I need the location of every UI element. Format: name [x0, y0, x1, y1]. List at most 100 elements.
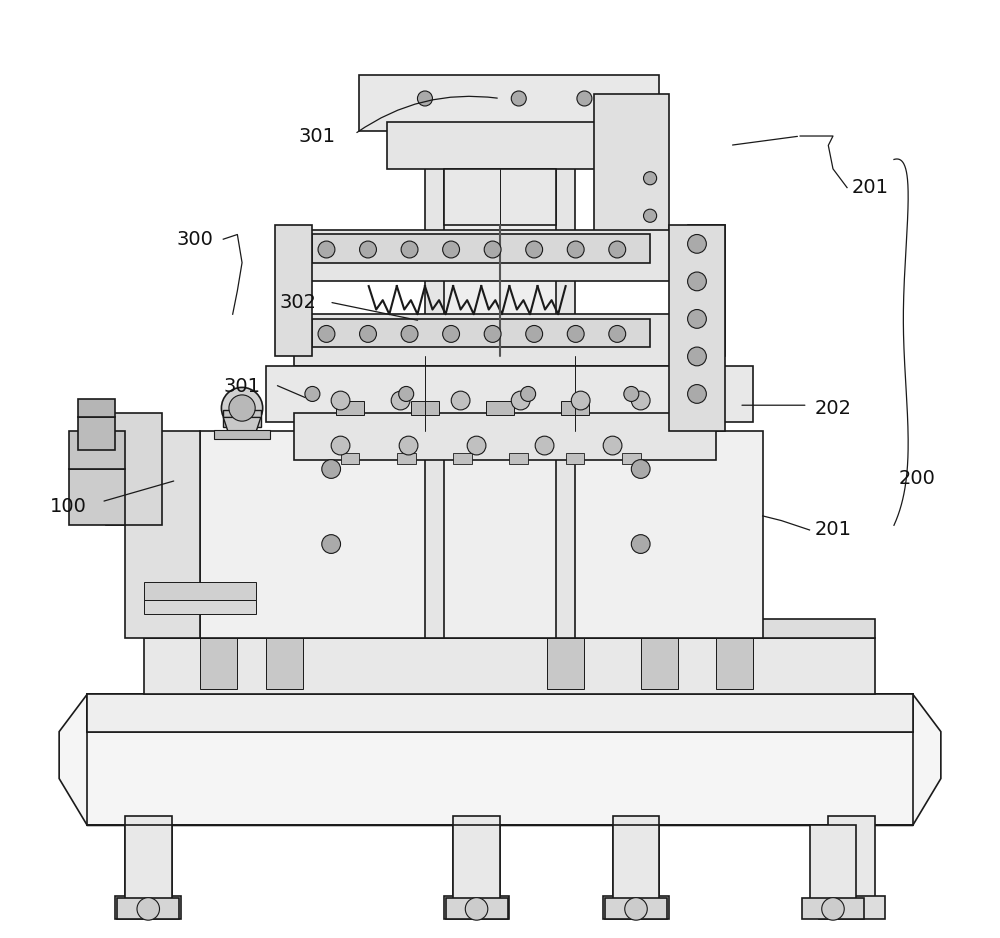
Text: 201: 201: [852, 178, 889, 197]
Bar: [78, 399, 115, 417]
Bar: [603, 896, 669, 919]
Circle shape: [322, 535, 341, 553]
Bar: [87, 694, 913, 732]
Circle shape: [688, 310, 706, 328]
Circle shape: [137, 898, 160, 920]
Bar: [613, 816, 659, 900]
Circle shape: [631, 391, 650, 410]
Circle shape: [822, 898, 844, 920]
Bar: [594, 94, 669, 263]
Bar: [78, 417, 115, 450]
Bar: [125, 825, 172, 900]
Circle shape: [631, 460, 650, 478]
Bar: [117, 898, 179, 919]
Circle shape: [526, 325, 543, 342]
Circle shape: [625, 898, 647, 920]
Bar: [200, 638, 237, 689]
Bar: [144, 619, 875, 638]
Bar: [444, 113, 556, 638]
Bar: [444, 169, 556, 225]
Circle shape: [331, 436, 350, 455]
Bar: [397, 453, 416, 464]
Bar: [486, 401, 514, 415]
Bar: [336, 401, 364, 415]
Bar: [125, 431, 200, 638]
Circle shape: [305, 386, 320, 401]
Bar: [294, 230, 688, 281]
Circle shape: [535, 436, 554, 455]
Circle shape: [399, 386, 414, 401]
Bar: [387, 122, 631, 169]
Circle shape: [567, 325, 584, 342]
Bar: [341, 453, 359, 464]
Bar: [453, 453, 472, 464]
Circle shape: [484, 241, 501, 258]
Bar: [359, 75, 659, 131]
Circle shape: [644, 172, 657, 185]
Polygon shape: [59, 694, 941, 825]
Circle shape: [571, 391, 590, 410]
Circle shape: [624, 386, 639, 401]
Circle shape: [443, 325, 460, 342]
Circle shape: [688, 385, 706, 403]
Text: 301: 301: [299, 127, 336, 145]
Text: 300: 300: [177, 230, 214, 249]
Circle shape: [567, 241, 584, 258]
Circle shape: [577, 91, 592, 106]
Bar: [425, 113, 575, 638]
Circle shape: [318, 241, 335, 258]
Circle shape: [688, 347, 706, 366]
Bar: [453, 816, 500, 900]
Bar: [819, 896, 885, 919]
Bar: [453, 825, 500, 900]
Bar: [566, 453, 584, 464]
Circle shape: [688, 272, 706, 291]
Circle shape: [644, 209, 657, 222]
Bar: [106, 413, 162, 525]
Circle shape: [467, 436, 486, 455]
Bar: [802, 898, 864, 919]
Bar: [144, 600, 256, 614]
Bar: [144, 582, 256, 600]
Circle shape: [401, 241, 418, 258]
Circle shape: [401, 325, 418, 342]
Circle shape: [609, 241, 626, 258]
Circle shape: [391, 391, 410, 410]
Circle shape: [688, 234, 706, 253]
Bar: [69, 469, 125, 525]
Bar: [622, 453, 641, 464]
Bar: [144, 638, 875, 694]
Bar: [294, 314, 688, 366]
Circle shape: [360, 241, 376, 258]
Circle shape: [603, 436, 622, 455]
Bar: [312, 319, 650, 347]
Bar: [613, 825, 659, 900]
Bar: [411, 401, 439, 415]
Circle shape: [318, 325, 335, 342]
Circle shape: [399, 436, 418, 455]
Text: 100: 100: [50, 497, 87, 516]
Bar: [312, 234, 650, 263]
Circle shape: [229, 395, 255, 421]
Text: 302: 302: [280, 293, 317, 311]
Bar: [810, 825, 856, 900]
Bar: [509, 453, 528, 464]
Bar: [688, 225, 725, 356]
Circle shape: [484, 325, 501, 342]
Bar: [446, 898, 508, 919]
Circle shape: [465, 898, 488, 920]
Circle shape: [511, 91, 526, 106]
Circle shape: [322, 460, 341, 478]
Bar: [266, 366, 753, 422]
Circle shape: [443, 241, 460, 258]
Bar: [115, 896, 181, 919]
Bar: [69, 431, 125, 469]
Text: 202: 202: [814, 399, 851, 417]
Bar: [641, 638, 678, 689]
Circle shape: [221, 387, 263, 429]
Bar: [716, 638, 753, 689]
Circle shape: [521, 386, 536, 401]
Circle shape: [331, 391, 350, 410]
Bar: [200, 431, 763, 638]
Text: 200: 200: [899, 469, 936, 488]
